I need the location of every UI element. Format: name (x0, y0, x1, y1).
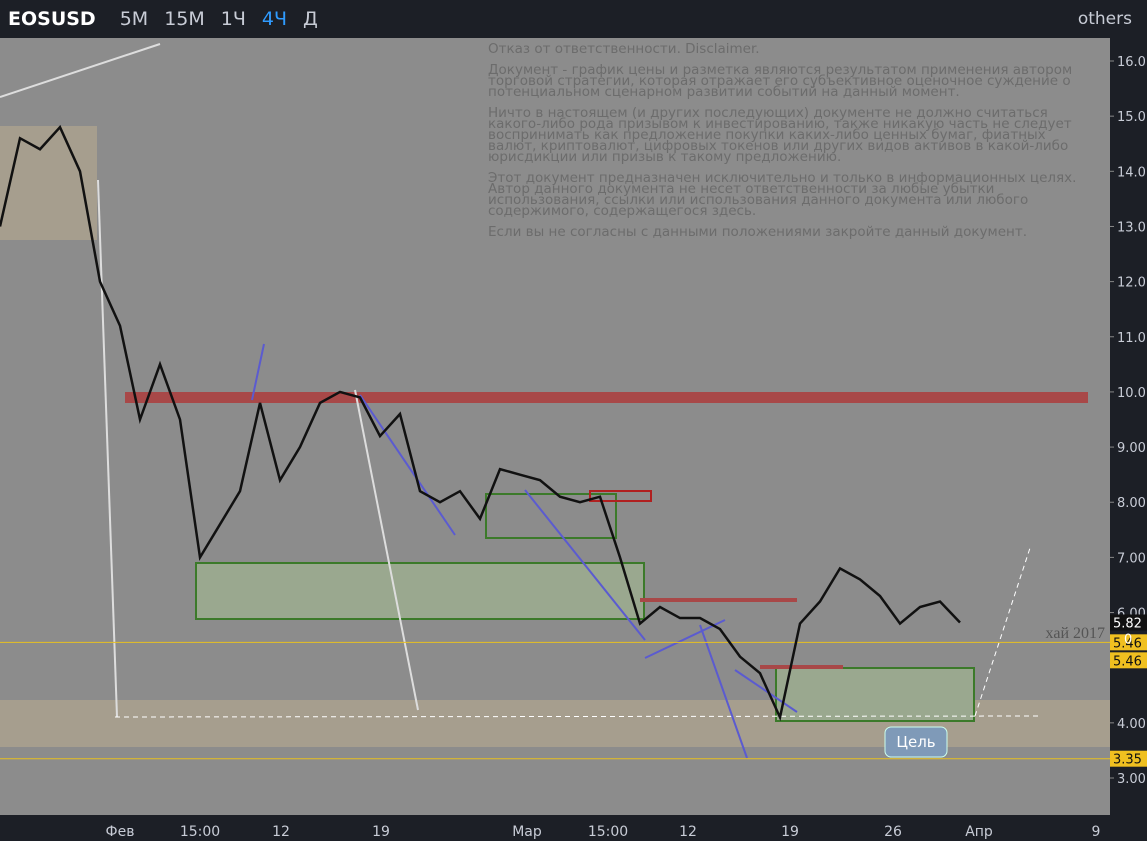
price-tag (1110, 652, 1147, 669)
disclaimer: Отказ от ответственности. Disclaimer. Док… (488, 41, 1078, 248)
time-axis (0, 815, 1147, 841)
x-tick-label: Мар (512, 824, 542, 840)
zone (775, 667, 975, 722)
y-tick-label: 13.0 (1117, 220, 1146, 235)
x-tick-label: 12 (272, 824, 290, 840)
x-tick-label: Фев (106, 824, 135, 840)
x-tick-label: 12 (679, 824, 697, 840)
target-callout (884, 726, 948, 758)
toolbar: EOSUSD 5М 15М 1Ч 4Ч Д others (0, 0, 1147, 38)
zone (485, 493, 617, 539)
interval-button[interactable]: 15М (164, 8, 205, 30)
y-tick-label: 16.0 (1117, 55, 1146, 70)
annotation: хай 2017 (1046, 625, 1105, 642)
price-tag-label: 5.82 (1113, 616, 1142, 631)
disclaimer-paragraph: Документ - график цены и разметка являют… (488, 62, 1073, 100)
x-tick-label: 26 (884, 824, 902, 840)
y-tick-label: 4.00 (1117, 717, 1146, 732)
interval-button[interactable]: 1Ч (220, 8, 246, 30)
y-tick-label: 9.00 (1117, 441, 1146, 456)
price-axis (1110, 38, 1147, 815)
x-tick-label: 15:00 (180, 824, 220, 840)
x-tick-label: 9 (1092, 824, 1101, 840)
drawings (251, 343, 798, 759)
x-tick-label: 19 (372, 824, 390, 840)
y-tick-label: 11.0 (1117, 331, 1146, 346)
zone (589, 490, 652, 502)
disclaimer-paragraph: Ничто в настоящем (и других последующих)… (488, 105, 1072, 165)
y-tick-label: 15.0 (1117, 110, 1146, 125)
intervals: 5М 15М 1Ч 4Ч Д (112, 8, 326, 30)
price-tag-label: 3.35 (1113, 753, 1142, 768)
x-tick-label: Апр (965, 824, 993, 840)
x-tick-label: 19 (781, 824, 799, 840)
price-tag-label: 5.46 (1113, 654, 1142, 669)
target-line (114, 715, 1041, 718)
y-tick-label: 14.0 (1117, 165, 1146, 180)
disclaimer-paragraph: Этот документ предназначен исключительно… (488, 170, 1077, 219)
trend-line (97, 179, 118, 718)
zone (0, 126, 97, 240)
others[interactable]: others (1077, 9, 1132, 29)
interval-button[interactable]: 4Ч (261, 8, 288, 30)
y-tick-label: 8.00 (1117, 496, 1146, 511)
price-tag (1110, 614, 1147, 631)
price-tag-label: 0 (1124, 632, 1132, 647)
price-tag-label: 5.46 (1113, 636, 1142, 651)
level-band (125, 392, 1088, 403)
symbol[interactable]: EOSUSD (8, 8, 96, 30)
price-tag (1110, 750, 1147, 767)
disclaimer-paragraph: Отказ от ответственности. Disclaimer. (488, 41, 760, 57)
trend-line (0, 43, 161, 98)
y-tick-label: 12.0 (1117, 276, 1146, 291)
price-line (0, 124, 961, 722)
y-tick-label: 3.00 (1117, 772, 1146, 787)
price-tag (1110, 634, 1147, 651)
x-tick-label: 15:00 (588, 824, 628, 840)
trend-line (354, 389, 419, 711)
interval-button[interactable]: 5М (119, 8, 149, 30)
y-tick-label: 7.00 (1117, 551, 1146, 566)
projection (974, 547, 1031, 717)
disclaimer-paragraph: Если вы не согласны с данными положениям… (488, 224, 1028, 240)
interval-button[interactable]: Д (303, 8, 318, 30)
y-tick-label: 10.0 (1117, 386, 1146, 401)
zone (195, 562, 645, 620)
annotation: Цель (896, 733, 935, 751)
